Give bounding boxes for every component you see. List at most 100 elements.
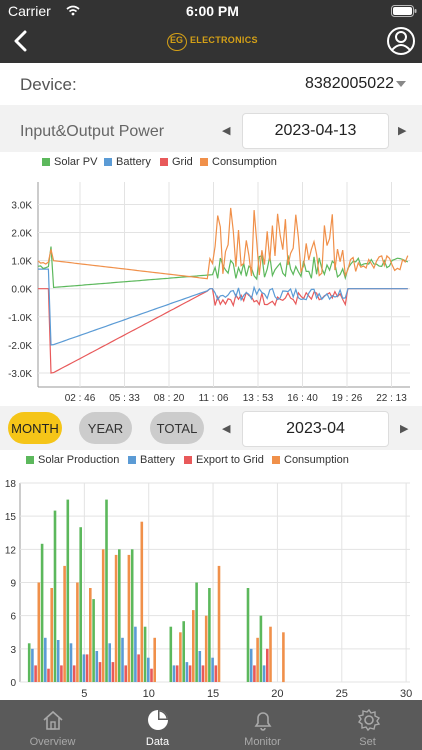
wifi-icon xyxy=(66,5,80,16)
bar-consumption xyxy=(179,632,182,683)
month-button[interactable]: MONTH xyxy=(8,412,62,444)
legend-export-to-grid: Export to Grid xyxy=(184,454,264,466)
bar-battery xyxy=(44,637,47,682)
device-select[interactable]: 8382005022 xyxy=(305,75,394,92)
prev-day-icon[interactable]: ◀ xyxy=(222,125,231,137)
bar-export-to-grid xyxy=(266,648,269,682)
bar-consumption xyxy=(192,610,195,682)
bar-consumption xyxy=(153,637,156,682)
y-tick-label: 3 xyxy=(10,645,16,656)
x-tick-label: 15 xyxy=(207,688,219,700)
bar-consumption xyxy=(76,582,79,682)
brand-logo: EG ELECTRONICS xyxy=(165,31,258,51)
bar-battery xyxy=(249,648,253,682)
energy-chart-panel: Solar Production Battery Export to Grid … xyxy=(0,450,422,700)
bar-battery xyxy=(134,626,137,682)
y-tick-label: -3.0K xyxy=(8,369,32,380)
bar-solar-production xyxy=(27,643,31,682)
legend-solar-production: Solar Production xyxy=(26,454,119,466)
bar-battery xyxy=(108,643,111,682)
bar-consumption xyxy=(140,521,144,682)
bar-solar-production xyxy=(130,549,134,682)
logo-text: ELECTRONICS xyxy=(190,35,258,45)
y-tick-label: 12 xyxy=(5,545,17,556)
bar-consumption xyxy=(127,554,131,682)
next-day-icon[interactable]: ▶ xyxy=(398,125,407,137)
period-date-picker[interactable]: 2023-04 xyxy=(242,411,389,447)
bar-export-to-grid xyxy=(85,654,89,682)
x-tick-label: 05 : 33 xyxy=(109,393,140,404)
pie-chart-icon xyxy=(148,710,168,730)
x-tick-label: 19 : 26 xyxy=(332,393,363,404)
tab-set[interactable]: Set xyxy=(315,700,420,750)
bar-solar-production xyxy=(79,527,82,682)
tab-overview-label: Overview xyxy=(29,736,76,748)
chevron-down-icon[interactable] xyxy=(396,81,406,87)
series-line-consumption xyxy=(37,207,409,280)
y-tick-label: 9 xyxy=(10,579,16,590)
bar-solar-production xyxy=(143,626,147,682)
tab-bar: Overview Data Monitor Set xyxy=(0,700,422,750)
bar-battery xyxy=(147,657,150,682)
tab-monitor-label: Monitor xyxy=(244,736,281,748)
x-tick-label: 11 : 06 xyxy=(199,393,229,404)
logo-prefix: EG xyxy=(170,35,184,45)
clock: 6:00 PM xyxy=(186,3,239,19)
bar-export-to-grid xyxy=(34,665,37,682)
bar-export-to-grid xyxy=(150,668,153,682)
prev-month-icon[interactable]: ◀ xyxy=(222,423,231,435)
y-tick-label: 2.0K xyxy=(11,229,32,240)
bar-export-to-grid xyxy=(175,665,179,682)
legend-consumption-bar: Consumption xyxy=(272,454,349,466)
bar-battery xyxy=(211,657,214,682)
power-line-chart: 3.0K 2.0K 1.0K 0.0K -1.0K -2.0K -3.0K 02 : 46 05… xyxy=(8,182,410,404)
bar-battery xyxy=(262,665,266,682)
legend-consumption: Consumption xyxy=(200,156,277,168)
y-tick-label: 0 xyxy=(10,678,16,689)
bar-consumption xyxy=(50,588,53,682)
bar-consumption xyxy=(37,582,41,682)
next-month-icon[interactable]: ▶ xyxy=(400,423,409,435)
bar-solar-production xyxy=(53,510,57,682)
device-row[interactable]: Device: 8382005022 xyxy=(0,63,422,105)
bar-export-to-grid xyxy=(47,668,50,682)
legend-battery-bar: Battery xyxy=(128,454,175,466)
bar-export-to-grid xyxy=(201,665,205,682)
bar-solar-production xyxy=(195,582,198,682)
bar-battery xyxy=(56,640,60,682)
bar-export-to-grid xyxy=(98,662,102,682)
user-profile-icon[interactable] xyxy=(386,25,416,57)
bar-consumption xyxy=(204,615,208,682)
bar-battery xyxy=(95,651,99,682)
x-tick-label: 13 : 53 xyxy=(243,393,274,404)
y-tick-label: 6 xyxy=(10,612,16,623)
bar-export-to-grid xyxy=(124,665,127,682)
bar-solar-production xyxy=(66,499,70,682)
bar-export-to-grid xyxy=(188,665,192,682)
power-title: Input&Output Power xyxy=(20,123,165,140)
bar-solar-production xyxy=(169,626,173,682)
tab-monitor[interactable]: Monitor xyxy=(210,700,315,750)
series-line-battery xyxy=(38,268,408,346)
x-tick-label: 16 : 40 xyxy=(287,393,318,404)
legend-battery: Battery xyxy=(104,156,151,168)
battery-icon xyxy=(391,5,417,17)
carrier-label: Carrier xyxy=(8,3,51,19)
x-tick-label: 20 xyxy=(271,688,283,700)
bar-solar-production xyxy=(259,615,263,682)
bar-consumption xyxy=(282,632,285,683)
bar-solar-production xyxy=(118,549,121,682)
year-button[interactable]: YEAR xyxy=(79,412,132,444)
bar-solar-production xyxy=(92,599,95,682)
y-tick-label: 0.0K xyxy=(11,285,32,296)
tab-overview[interactable]: Overview xyxy=(0,700,105,750)
back-icon[interactable] xyxy=(12,30,30,52)
status-bar: Carrier 6:00 PM xyxy=(0,0,422,20)
power-date-picker[interactable]: 2023-04-13 xyxy=(242,113,389,149)
total-button[interactable]: TOTAL xyxy=(150,412,204,444)
bar-consumption xyxy=(217,565,221,682)
bar-consumption xyxy=(269,626,272,682)
bar-consumption xyxy=(256,637,259,682)
tab-data[interactable]: Data xyxy=(105,700,210,750)
gear-icon xyxy=(357,708,381,732)
